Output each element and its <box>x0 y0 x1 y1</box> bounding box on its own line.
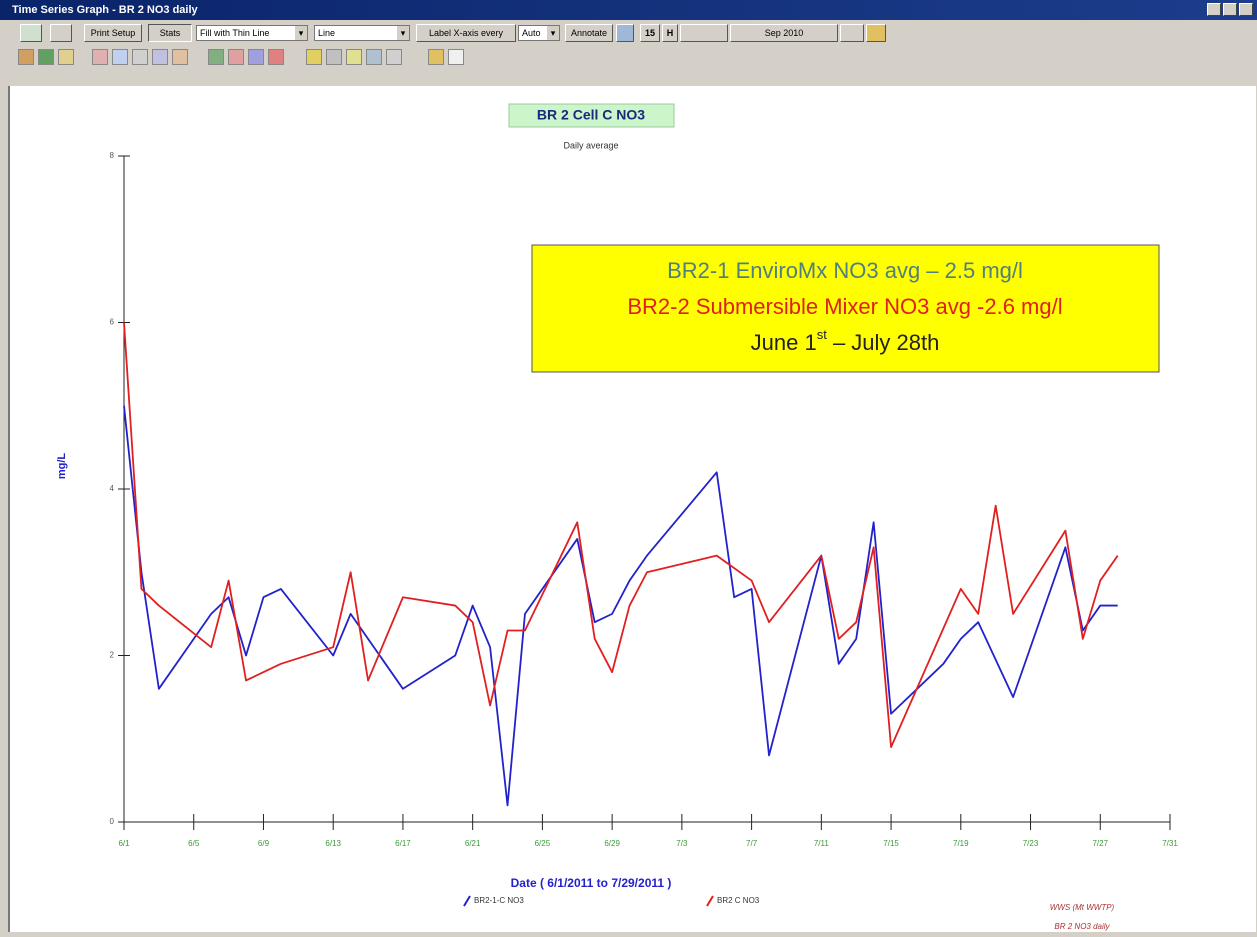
annotation-box <box>531 244 1160 373</box>
tool-icon[interactable] <box>346 49 362 65</box>
x-tick-label: 6/5 <box>188 839 200 848</box>
annotation-line: BR2-2 Submersible Mixer NO3 avg -2.6 mg/… <box>627 294 1062 319</box>
x-tick-label: 7/23 <box>1023 839 1039 848</box>
x-tick-label: 6/21 <box>465 839 481 848</box>
footer-note: WWS (Mt WWTP) <box>1050 903 1115 912</box>
legend-swatch <box>463 895 471 907</box>
tool-icon[interactable] <box>208 49 224 65</box>
tool-icon[interactable] <box>366 49 382 65</box>
icon-toolbar <box>0 46 1257 68</box>
legend-label: BR2 C NO3 <box>717 896 760 905</box>
lock-button[interactable] <box>866 24 886 42</box>
print-button[interactable] <box>50 24 72 42</box>
y-tick-label: 8 <box>110 151 115 160</box>
tool-icon[interactable] <box>326 49 342 65</box>
chart: BR 2 Cell C NO3 Daily average mg/L Date … <box>8 86 1256 932</box>
x-tick-label: 6/13 <box>325 839 341 848</box>
tool-icon[interactable] <box>112 49 128 65</box>
annotation-text: – July 28th <box>827 330 940 355</box>
chart-subtitle: Daily average <box>563 140 618 150</box>
calendar-button[interactable] <box>616 24 634 42</box>
label-x-button[interactable]: Label X-axis every <box>416 24 516 42</box>
tool-icon[interactable] <box>152 49 168 65</box>
title-box <box>508 103 675 128</box>
auto-dropdown[interactable]: Auto <box>518 25 560 41</box>
tool-icon[interactable] <box>228 49 244 65</box>
prev-button[interactable] <box>680 24 728 42</box>
tool-icon[interactable] <box>306 49 322 65</box>
annotation-line: BR2-1 EnviroMx NO3 avg – 2.5 mg/l <box>667 258 1023 283</box>
close-button[interactable] <box>1239 3 1253 16</box>
period-button[interactable]: Sep 2010 <box>730 24 838 42</box>
save-button[interactable] <box>20 24 42 42</box>
tool-icon[interactable] <box>172 49 188 65</box>
x-axis-label: Date ( 6/1/2011 to 7/29/2011 ) <box>511 876 672 890</box>
toolbar: Print Setup Stats Fill with Thin Line Li… <box>0 22 1257 44</box>
unit-button[interactable]: H <box>662 24 678 42</box>
footer-note: BR 2 NO3 daily <box>1054 922 1110 931</box>
stats-button[interactable]: Stats <box>148 24 192 42</box>
y-tick-label: 6 <box>110 318 115 327</box>
legend-label: BR2-1-C NO3 <box>474 896 524 905</box>
help-icon[interactable] <box>428 49 444 65</box>
y-axis-label: mg/L <box>56 453 68 480</box>
x-tick-label: 6/9 <box>258 839 270 848</box>
title-bar: Time Series Graph - BR 2 NO3 daily <box>0 0 1257 20</box>
tool-icon[interactable] <box>92 49 108 65</box>
annotation-superscript: st <box>817 327 828 342</box>
fill-dropdown[interactable]: Fill with Thin Line <box>196 25 308 41</box>
maximize-button[interactable] <box>1223 3 1237 16</box>
series-line <box>123 322 1119 748</box>
minimize-button[interactable] <box>1207 3 1221 16</box>
x-tick-label: 7/19 <box>953 839 969 848</box>
tool-icon[interactable] <box>132 49 148 65</box>
x-tick-label: 6/1 <box>118 839 130 848</box>
tool-icon[interactable] <box>58 49 74 65</box>
x-tick-label: 6/29 <box>604 839 620 848</box>
interval-button[interactable]: 15 <box>640 24 660 42</box>
x-tick-label: 7/11 <box>814 839 830 848</box>
chart-title: BR 2 Cell C NO3 <box>537 107 645 123</box>
tool-icon[interactable] <box>386 49 402 65</box>
x-tick-label: 6/17 <box>395 839 411 848</box>
x-tick-label: 7/27 <box>1092 839 1108 848</box>
tool-icon[interactable] <box>268 49 284 65</box>
tool-icon[interactable] <box>18 49 34 65</box>
tool-icon[interactable] <box>248 49 264 65</box>
annotation-text: June 1 <box>751 330 817 355</box>
y-tick-label: 2 <box>110 651 115 660</box>
y-tick-label: 4 <box>110 484 115 493</box>
series-line <box>123 405 1118 807</box>
annotation-line: June 1st – July 28th <box>751 327 940 354</box>
x-tick-label: 7/31 <box>1162 839 1178 848</box>
tool-icon[interactable] <box>38 49 54 65</box>
x-tick-label: 7/3 <box>676 839 688 848</box>
window-title: Time Series Graph - BR 2 NO3 daily <box>12 4 198 16</box>
y-tick-label: 0 <box>110 817 115 826</box>
x-tick-label: 6/25 <box>535 839 551 848</box>
next-button[interactable] <box>840 24 864 42</box>
print-setup-button[interactable]: Print Setup <box>84 24 142 42</box>
zoom-icon[interactable] <box>448 49 464 65</box>
annotate-button[interactable]: Annotate <box>565 24 613 42</box>
line-dropdown[interactable]: Line <box>314 25 410 41</box>
x-tick-label: 7/15 <box>883 839 899 848</box>
x-tick-label: 7/7 <box>746 839 758 848</box>
legend-swatch <box>706 895 714 907</box>
